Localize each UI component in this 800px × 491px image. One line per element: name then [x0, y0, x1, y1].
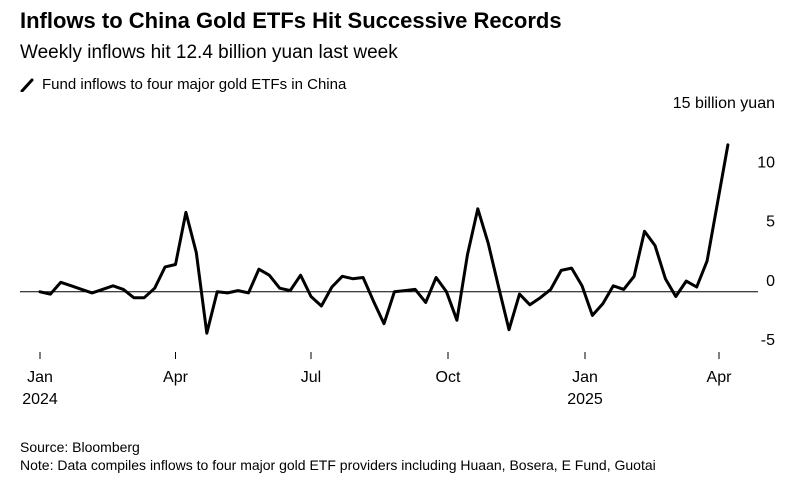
x-tick-label: Oct	[436, 369, 461, 386]
x-tick-label: Jul	[301, 369, 321, 386]
chart-subtitle: Weekly inflows hit 12.4 billion yuan las…	[20, 42, 398, 63]
y-tick-label: 0	[766, 273, 775, 290]
y-tick-label: 15 billion yuan	[673, 95, 775, 112]
x-tick-year-label: 2024	[22, 391, 58, 408]
footer: Source: Bloomberg Note: Data compiles in…	[20, 438, 656, 474]
note-text: Note: Data compiles inflows to four majo…	[20, 457, 656, 473]
x-axis: Jan 2024 Apr Jul Oct Jan 2025 Apr	[22, 352, 732, 408]
x-tick-label: Apr	[163, 369, 189, 386]
x-tick-label: Jan	[27, 369, 53, 386]
y-tick-label: 5	[766, 214, 775, 231]
y-tick-label: -5	[761, 332, 775, 349]
legend: Fund inflows to four major gold ETFs in …	[20, 76, 346, 93]
x-tick-label: Jan	[572, 369, 598, 386]
series-line	[38, 143, 730, 335]
x-tick-label: Apr	[707, 369, 733, 386]
line-legend-icon	[20, 78, 34, 92]
data-points	[39, 143, 730, 334]
x-tick-year-label: 2025	[567, 391, 603, 408]
chart-title: Inflows to China Gold ETFs Hit Successiv…	[20, 8, 562, 33]
y-tick-label: 10	[757, 154, 775, 171]
source-text: Source: Bloomberg	[20, 439, 140, 455]
legend-label: Fund inflows to four major gold ETFs in …	[42, 76, 347, 93]
y-axis: 15 billion yuan 10 5 0 -5	[673, 95, 775, 349]
